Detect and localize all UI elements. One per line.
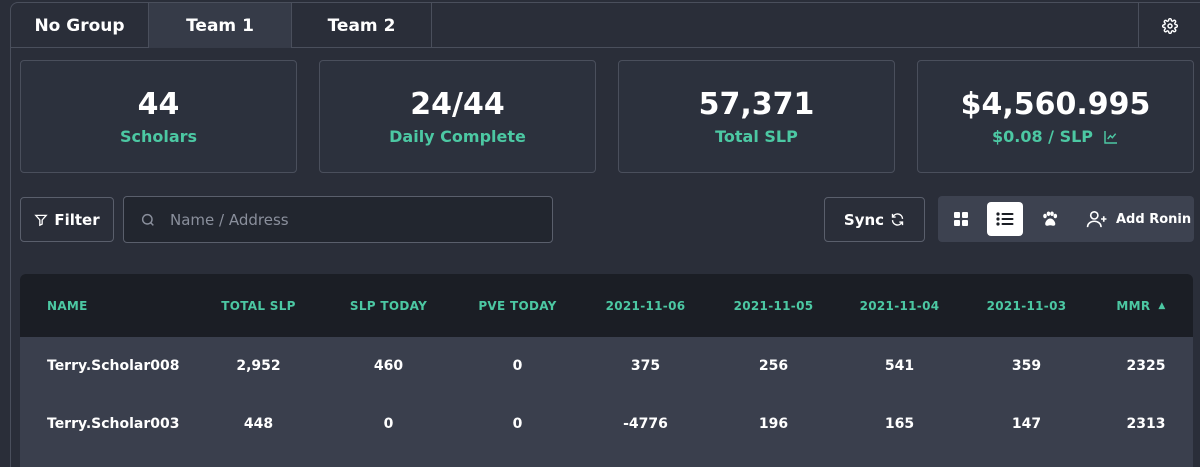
cell-pve-today: 0 bbox=[512, 416, 523, 432]
view-toggle-group: Add Ronin bbox=[938, 196, 1194, 242]
header-total-slp[interactable]: TOTAL SLP bbox=[221, 298, 296, 313]
tab-label: Team 1 bbox=[186, 15, 254, 36]
tab-team-1[interactable]: Team 1 bbox=[149, 3, 292, 48]
filter-label: Filter bbox=[54, 210, 100, 229]
sync-button[interactable]: Sync bbox=[824, 197, 925, 242]
cell-date-4: 359 bbox=[1011, 358, 1042, 374]
total-slp-label: Total SLP bbox=[715, 127, 798, 146]
header-date-1[interactable]: 2021-11-06 bbox=[605, 298, 686, 313]
cell-total-slp: 448 bbox=[243, 416, 274, 432]
add-ronin-button[interactable]: Add Ronin bbox=[1086, 196, 1191, 242]
cell-slp-today: 460 bbox=[373, 358, 404, 374]
scholars-card: 44 Scholars bbox=[20, 60, 297, 173]
grid-view-button[interactable] bbox=[943, 202, 979, 236]
table-header: NAME TOTAL SLP SLP TODAY PVE TODAY 2021-… bbox=[20, 274, 1193, 337]
header-date-3[interactable]: 2021-11-04 bbox=[859, 298, 940, 313]
total-slp-value: 57,371 bbox=[698, 87, 815, 122]
sync-label: Sync bbox=[843, 210, 885, 229]
usd-value: $4,560.995 bbox=[960, 87, 1151, 122]
cell-date-2: 256 bbox=[758, 358, 789, 374]
table-row[interactable]: Terry.Scholar003 448 0 0 -4776 196 165 1… bbox=[20, 395, 1193, 467]
header-slp-today[interactable]: SLP TODAY bbox=[349, 298, 428, 313]
usd-value-card: $4,560.995 $0.08 / SLP bbox=[917, 60, 1194, 173]
filter-button[interactable]: Filter bbox=[20, 197, 114, 242]
daily-complete-card: 24/44 Daily Complete bbox=[319, 60, 596, 173]
header-date-4[interactable]: 2021-11-03 bbox=[986, 298, 1067, 313]
cell-mmr: 2313 bbox=[1126, 416, 1166, 432]
sort-ascending-icon: ▲ bbox=[1158, 300, 1166, 311]
cell-mmr: 2325 bbox=[1126, 358, 1166, 374]
slp-price-label: $0.08 / SLP bbox=[991, 127, 1094, 146]
header-date-2[interactable]: 2021-11-05 bbox=[733, 298, 814, 313]
settings-button[interactable] bbox=[1138, 3, 1200, 48]
chart-icon[interactable] bbox=[1103, 129, 1119, 145]
cell-date-1: 375 bbox=[630, 358, 661, 374]
search-box bbox=[123, 196, 553, 243]
cell-date-2: 196 bbox=[758, 416, 789, 432]
tab-label: Team 2 bbox=[327, 15, 396, 36]
grid-icon bbox=[954, 212, 968, 226]
cell-name: Terry.Scholar008 bbox=[47, 358, 180, 374]
cell-pve-today: 0 bbox=[512, 358, 523, 374]
tab-no-group[interactable]: No Group bbox=[11, 3, 149, 48]
list-view-button[interactable] bbox=[987, 202, 1023, 236]
tab-bar: No Group Team 1 Team 2 bbox=[11, 3, 1200, 48]
scholars-count: 44 bbox=[137, 87, 180, 122]
total-slp-card: 57,371 Total SLP bbox=[618, 60, 895, 173]
cell-date-3: 165 bbox=[884, 416, 915, 432]
cell-slp-today: 0 bbox=[383, 416, 394, 432]
add-user-icon bbox=[1086, 210, 1107, 228]
main-frame bbox=[10, 2, 1200, 467]
cell-date-4: 147 bbox=[1011, 416, 1042, 432]
daily-complete-label: Daily Complete bbox=[389, 127, 526, 146]
scholars-table: NAME TOTAL SLP SLP TODAY PVE TODAY 2021-… bbox=[20, 274, 1193, 467]
cell-name: Terry.Scholar003 bbox=[47, 416, 180, 432]
scholars-label: Scholars bbox=[119, 127, 198, 146]
table-row[interactable]: Terry.Scholar008 2,952 460 0 375 256 541… bbox=[20, 337, 1193, 395]
add-ronin-label: Add Ronin bbox=[1116, 211, 1192, 227]
gear-icon bbox=[1161, 17, 1178, 34]
cell-date-1: -4776 bbox=[623, 416, 668, 432]
paw-icon bbox=[1043, 211, 1058, 226]
refresh-icon bbox=[891, 213, 904, 226]
daily-complete-count: 24/44 bbox=[410, 87, 505, 122]
tab-team-2[interactable]: Team 2 bbox=[292, 3, 432, 48]
funnel-icon bbox=[34, 214, 49, 226]
header-pve-today[interactable]: PVE TODAY bbox=[478, 298, 557, 313]
cell-total-slp: 2,952 bbox=[236, 358, 281, 374]
search-input[interactable] bbox=[170, 210, 530, 229]
tab-label: No Group bbox=[34, 15, 125, 36]
header-name[interactable]: NAME bbox=[47, 298, 88, 313]
cell-date-3: 541 bbox=[884, 358, 915, 374]
header-mmr[interactable]: MMR ▲ bbox=[1116, 298, 1166, 313]
axie-view-button[interactable] bbox=[1032, 202, 1068, 236]
search-icon bbox=[141, 213, 154, 226]
list-icon bbox=[996, 212, 1014, 226]
